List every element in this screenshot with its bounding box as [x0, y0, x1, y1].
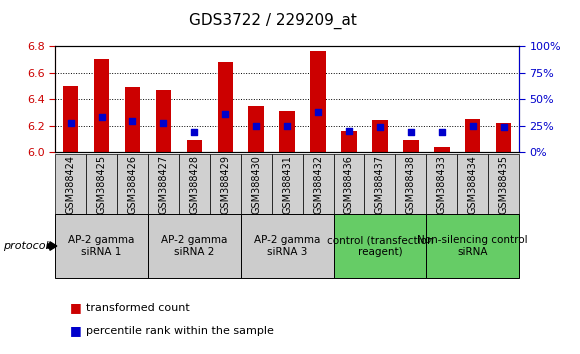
Point — [128, 118, 137, 124]
Text: GSM388428: GSM388428 — [189, 155, 200, 213]
Text: GSM388438: GSM388438 — [406, 155, 416, 213]
Point — [190, 129, 199, 135]
Point — [252, 123, 261, 129]
Bar — [63, 86, 78, 152]
Point — [406, 130, 415, 135]
Text: transformed count: transformed count — [86, 303, 190, 313]
Bar — [248, 106, 264, 152]
Point — [220, 111, 230, 116]
Bar — [155, 90, 171, 152]
Text: ■: ■ — [70, 302, 81, 314]
Bar — [341, 131, 357, 152]
Text: GSM388432: GSM388432 — [313, 155, 323, 213]
Bar — [187, 140, 202, 152]
Point — [437, 130, 447, 135]
Point — [66, 120, 75, 126]
Point — [282, 123, 292, 129]
Point — [499, 124, 508, 130]
Bar — [496, 123, 512, 152]
Text: protocol: protocol — [3, 241, 49, 251]
Text: GSM388426: GSM388426 — [128, 155, 137, 213]
Text: GSM388434: GSM388434 — [467, 155, 478, 213]
Text: GSM388430: GSM388430 — [251, 155, 261, 213]
Text: GSM388435: GSM388435 — [499, 155, 509, 213]
Bar — [434, 147, 450, 152]
Text: GSM388429: GSM388429 — [220, 155, 230, 213]
Bar — [403, 140, 419, 152]
Bar — [372, 120, 387, 152]
Text: GSM388424: GSM388424 — [66, 155, 75, 213]
Point — [468, 123, 477, 129]
Point — [159, 120, 168, 126]
Text: percentile rank within the sample: percentile rank within the sample — [86, 326, 274, 336]
Bar — [94, 59, 109, 152]
Text: control (transfection
reagent): control (transfection reagent) — [327, 235, 433, 257]
Text: GSM388431: GSM388431 — [282, 155, 292, 213]
Text: AP-2 gamma
siRNA 3: AP-2 gamma siRNA 3 — [254, 235, 320, 257]
Text: AP-2 gamma
siRNA 1: AP-2 gamma siRNA 1 — [68, 235, 135, 257]
Text: Non-silencing control
siRNA: Non-silencing control siRNA — [418, 235, 528, 257]
Bar — [310, 51, 326, 152]
Text: GSM388427: GSM388427 — [158, 154, 168, 214]
Text: GDS3722 / 229209_at: GDS3722 / 229209_at — [188, 12, 357, 29]
Bar — [218, 62, 233, 152]
Bar — [125, 87, 140, 152]
Text: GSM388437: GSM388437 — [375, 155, 385, 213]
Text: GSM388436: GSM388436 — [344, 155, 354, 213]
Text: GSM388433: GSM388433 — [437, 155, 447, 213]
Point — [313, 109, 322, 115]
Bar — [465, 119, 480, 152]
Point — [375, 124, 385, 130]
Text: GSM388425: GSM388425 — [96, 154, 107, 214]
Text: ■: ■ — [70, 325, 81, 337]
Bar — [280, 111, 295, 152]
Point — [97, 114, 106, 120]
Point — [345, 128, 354, 134]
Text: AP-2 gamma
siRNA 2: AP-2 gamma siRNA 2 — [161, 235, 227, 257]
